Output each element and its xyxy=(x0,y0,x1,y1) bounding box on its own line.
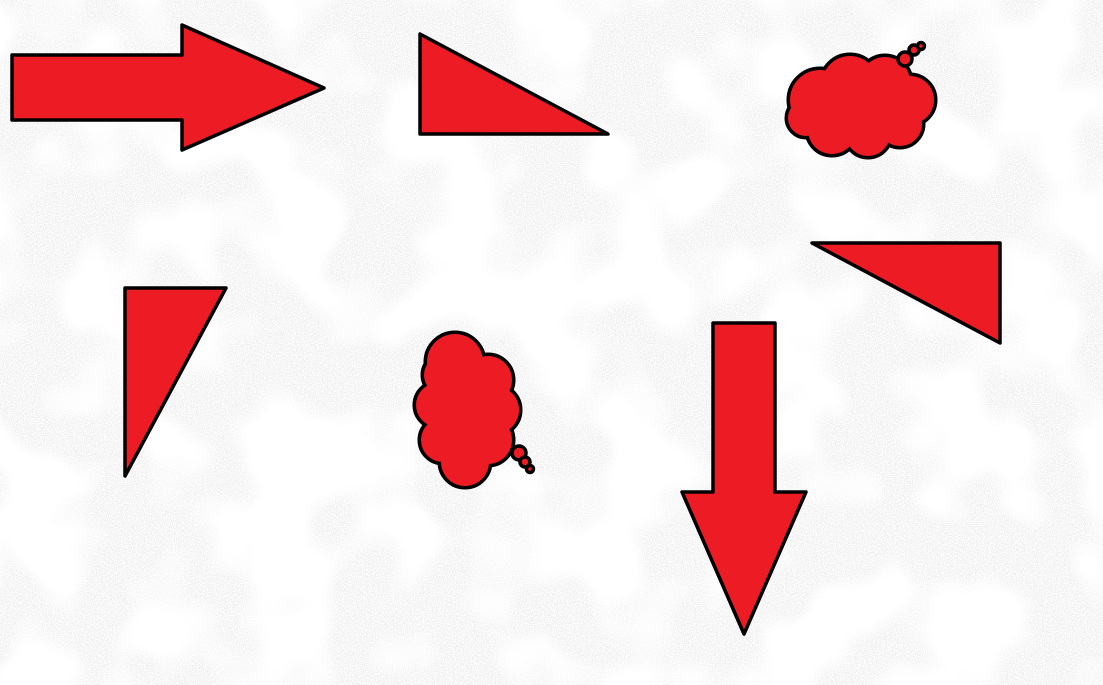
arrow-down xyxy=(680,321,808,636)
cloud-fill xyxy=(416,334,519,486)
thought-cloud-center xyxy=(412,330,536,490)
right-triangle-top xyxy=(418,32,610,136)
thought-cloud-top xyxy=(784,40,938,160)
right-triangle-right xyxy=(810,241,1002,345)
arrow-right xyxy=(10,23,326,152)
cloud-fill xyxy=(788,56,934,156)
shape-group xyxy=(10,23,1002,636)
right-triangle-left xyxy=(123,286,228,478)
